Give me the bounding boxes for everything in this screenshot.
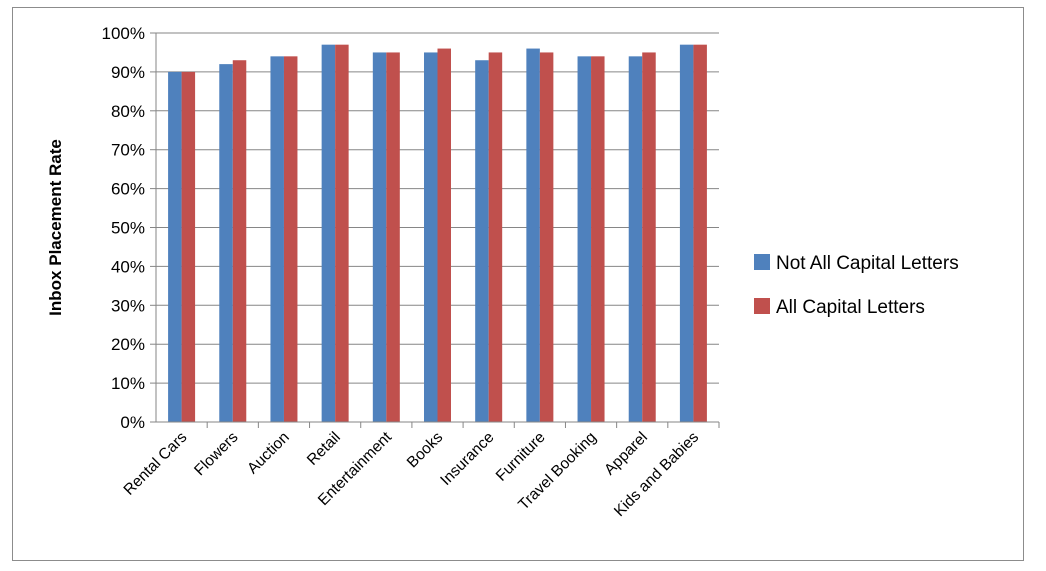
y-tick-label: 80% xyxy=(111,102,145,121)
legend-swatch xyxy=(754,298,770,314)
bar xyxy=(488,52,503,422)
y-tick-label: 0% xyxy=(120,413,145,432)
bar xyxy=(232,60,247,422)
bar xyxy=(283,56,298,423)
y-tick-label: 50% xyxy=(111,219,145,238)
y-tick-label: 20% xyxy=(111,335,145,354)
y-axis-label: Inbox Placement Rate xyxy=(46,139,65,316)
x-tick-label: Books xyxy=(404,429,447,472)
axes xyxy=(150,32,720,428)
bar xyxy=(386,52,400,422)
x-tick-label: Auction xyxy=(244,429,293,478)
bar xyxy=(591,56,605,423)
bar xyxy=(372,52,387,422)
bar xyxy=(577,56,592,423)
bar xyxy=(270,56,284,423)
legend-label: Not All Capital Letters xyxy=(776,253,959,274)
bar xyxy=(642,52,656,422)
x-tick-label: Flowers xyxy=(191,429,242,480)
x-tick-label: Insurance xyxy=(437,429,497,489)
bar xyxy=(181,71,196,423)
bar xyxy=(539,52,554,422)
legend: Not All Capital Letters All Capital Lette… xyxy=(754,253,959,318)
bar xyxy=(321,44,336,423)
bar xyxy=(628,56,643,423)
bar xyxy=(679,44,694,423)
bar xyxy=(437,48,451,423)
chart-frame: 0% 10% 20% 30% 40% 50% 60% 70% 80% 90% 100% Rental… xyxy=(12,7,1024,561)
y-tick-label: 100% xyxy=(102,24,145,43)
bar-chart: 0% 10% 20% 30% 40% 50% 60% 70% 80% 90% 100% Rental… xyxy=(46,24,959,520)
legend-swatch xyxy=(754,254,770,270)
bars xyxy=(168,44,707,423)
y-tick-labels: 0% 10% 20% 30% 40% 50% 60% 70% 80% 90% 100% xyxy=(102,24,145,432)
y-tick-label: 90% xyxy=(111,63,145,82)
x-tick-label: Rental Cars xyxy=(121,429,191,499)
legend-label: All Capital Letters xyxy=(776,297,925,318)
bar xyxy=(335,44,349,423)
bar xyxy=(693,44,707,423)
bar xyxy=(219,64,233,422)
y-tick-label: 40% xyxy=(111,257,145,276)
y-tick-label: 10% xyxy=(111,374,145,393)
bar xyxy=(526,48,540,423)
y-tick-label: 60% xyxy=(111,180,145,199)
y-tick-label: 30% xyxy=(111,296,145,315)
bar xyxy=(424,52,438,422)
bar xyxy=(475,60,489,422)
x-tick-label: Apparel xyxy=(601,429,651,479)
bar xyxy=(168,71,182,423)
x-tick-label: Retail xyxy=(304,429,344,469)
x-tick-labels: Rental Cars Flowers Auction RetailEntertain… xyxy=(121,428,703,520)
y-tick-label: 70% xyxy=(111,141,145,160)
